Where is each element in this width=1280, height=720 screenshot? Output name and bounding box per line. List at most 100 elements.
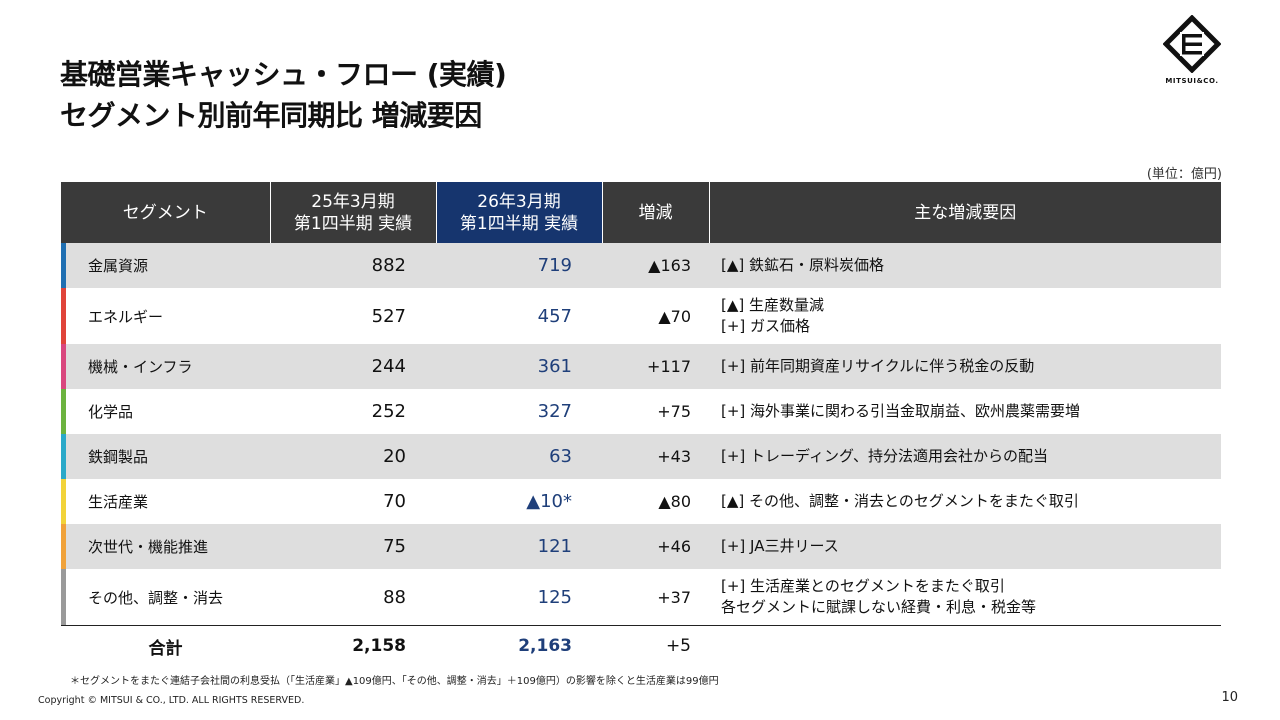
segment-name: 鉄鋼製品 [88,448,149,466]
mitsui-emblem-icon [1163,15,1221,73]
prev-value: 882 [270,243,436,288]
header-segment: セグメント [61,182,271,243]
header-diff: 増減 [602,182,710,243]
reason-line-1: [+] JA三井リース [721,537,839,555]
segment-cell: 鉄鋼製品 [61,434,270,479]
diff-value: ▲70 [658,306,691,326]
segment-cell: その他、調整・消去 [61,569,270,626]
segment-color-bar [61,434,66,479]
curr-value: 63 [436,434,602,479]
prev-value: 252 [371,401,406,422]
segment-cell: 化学品 [61,389,270,434]
title-line-1: 基礎営業キャッシュ・フロー (実績) [60,58,507,91]
page-number: 10 [1221,690,1238,705]
header-prev-line2: 第1四半期 実績 [293,213,413,234]
prev-value: 244 [270,344,436,389]
reason-line-2: [+] ガス価格 [721,317,811,335]
segment-cell: 次世代・機能推進 [61,524,270,569]
table-row: 金属資源 882 719 ▲163 [▲] 鉄鉱石・原料炭価格 [61,243,1221,288]
prev-value: 20 [270,434,436,479]
segment-name: 機械・インフラ [88,358,193,376]
total-prev-value: 2,158 [352,636,406,656]
segment-color-bar [61,569,66,625]
header-curr-line2: 第1四半期 実績 [459,213,579,234]
diff-value: +43 [602,434,709,479]
table-row: 化学品 252 327 +75 [+] 海外事業に関わる引当金取崩益、欧州農薬需… [61,389,1221,434]
reason-cell: [+] 生活産業とのセグメントをまたぐ取引各セグメントに賦課しない経費・利息・税… [709,569,1221,626]
segment-cell: 機械・インフラ [61,344,270,389]
prev-value: 88 [270,569,436,626]
diff-value: +46 [602,524,709,569]
segment-cell: エネルギー [61,288,270,344]
reason-line-1: [▲] その他、調整・消去とのセグメントをまたぐ取引 [721,492,1079,510]
reason-cell: [+] 海外事業に関わる引当金取崩益、欧州農薬需要増 [709,389,1221,434]
curr-value: 121 [436,524,602,569]
company-logo: MITSUI&CO. [1160,15,1224,85]
table-row: 鉄鋼製品 20 63 +43 [+] トレーディング、持分法適用会社からの配当 [61,434,1221,479]
table-row: エネルギー 527 457 ▲70 [▲] 生産数量減 [+] ガス価格 [61,288,1221,344]
segment-name: その他、調整・消去 [88,588,224,607]
title-line-2: セグメント別前年同期比 増減要因 [60,99,482,132]
reason-line-1: [+] 生活産業とのセグメントをまたぐ取引 [721,577,1005,595]
segment-color-bar [61,344,66,389]
reason-line-1: [+] 海外事業に関わる引当金取崩益、欧州農薬需要増 [721,402,1081,420]
reason-cell: [▲] 鉄鉱石・原料炭価格 [709,243,1221,288]
reason-cell: [▲] 生産数量減 [+] ガス価格 [709,288,1221,344]
segment-color-bar [61,479,66,524]
reason-line-1: [+] 前年同期資産リサイクルに伴う税金の反動 [721,357,1035,375]
table-row: 次世代・機能推進 75 121 +46 [+] JA三井リース [61,524,1221,569]
total-diff-value: +5 [665,636,691,656]
copyright: Copyright © MITSUI & CO., LTD. ALL RIGHT… [38,695,305,706]
reason-line-1: [▲] 鉄鉱石・原料炭価格 [721,256,885,274]
segment-name: 化学品 [88,403,134,421]
header-curr-line1: 26年3月期 [477,191,561,212]
reason-cell: [+] JA三井リース [709,524,1221,569]
segment-color-bar [61,389,66,434]
prev-value: 75 [270,524,436,569]
diff-value: +75 [657,402,691,421]
page-title: 基礎営業キャッシュ・フロー (実績) セグメント別前年同期比 増減要因 [60,54,507,136]
total-label: 合計 [148,638,183,659]
curr-value: 719 [436,243,602,288]
segment-color-bar [61,524,66,569]
segment-cell: 生活産業 [61,479,270,524]
curr-value: ▲10* [526,491,572,512]
diff-value: ▲163 [602,243,709,288]
segment-color-bar [61,243,66,288]
footnote: ＊セグメントをまたぐ連結子会社間の利息受払（「生活産業」▲109億円、「その他、… [70,676,719,687]
logo-wordmark: MITSUI&CO. [1165,77,1219,85]
reason-cell: [+] トレーディング、持分法適用会社からの配当 [709,434,1221,479]
diff-value: +117 [602,344,709,389]
total-row: 合計 2,158 2,163 +5 [61,626,1221,667]
table-row: 機械・インフラ 244 361 +117 [+] 前年同期資産リサイクルに伴う税… [61,344,1221,389]
segment-name: エネルギー [88,307,164,326]
unit-label: (単位：億円) [1146,167,1222,182]
total-curr-value: 2,163 [518,636,572,656]
segment-table: セグメント 25年3月期 第1四半期 実績 26年3月期 第1四半期 実績 増減 主… [61,182,1221,666]
curr-value: 361 [436,344,602,389]
curr-value: 457 [537,305,572,327]
curr-value: 327 [537,401,572,422]
table-row: 生活産業 70 ▲10* ▲80 [▲] その他、調整・消去とのセグメントをまた… [61,479,1221,524]
segment-cell: 金属資源 [61,243,270,288]
diff-value: +37 [602,569,709,626]
reason-line-2: 各セグメントに賦課しない経費・利息・税金等 [721,598,1037,616]
segment-name: 金属資源 [88,257,149,275]
header-prev-year: 25年3月期 第1四半期 実績 [270,182,437,243]
prev-value: 70 [383,491,406,512]
header-reason: 主な増減要因 [709,182,1221,243]
header-prev-line1: 25年3月期 [311,191,395,212]
reason-cell: [+] 前年同期資産リサイクルに伴う税金の反動 [709,344,1221,389]
total-reason-empty [709,626,1221,667]
reason-line-1: [+] トレーディング、持分法適用会社からの配当 [721,447,1048,465]
reason-cell: [▲] その他、調整・消去とのセグメントをまたぐ取引 [709,479,1221,524]
table-row: その他、調整・消去 88 125 +37 [+] 生活産業とのセグメントをまたぐ… [61,569,1221,626]
prev-value: 527 [371,305,406,327]
segment-name: 次世代・機能推進 [88,538,209,556]
header-current-year: 26年3月期 第1四半期 実績 [436,182,603,243]
curr-value: 125 [436,569,602,626]
table-header-row: セグメント 25年3月期 第1四半期 実績 26年3月期 第1四半期 実績 増減 主… [61,182,1221,243]
reason-line-1: [▲] 生産数量減 [721,296,825,314]
segment-name: 生活産業 [88,493,149,511]
diff-value: ▲80 [658,492,691,511]
